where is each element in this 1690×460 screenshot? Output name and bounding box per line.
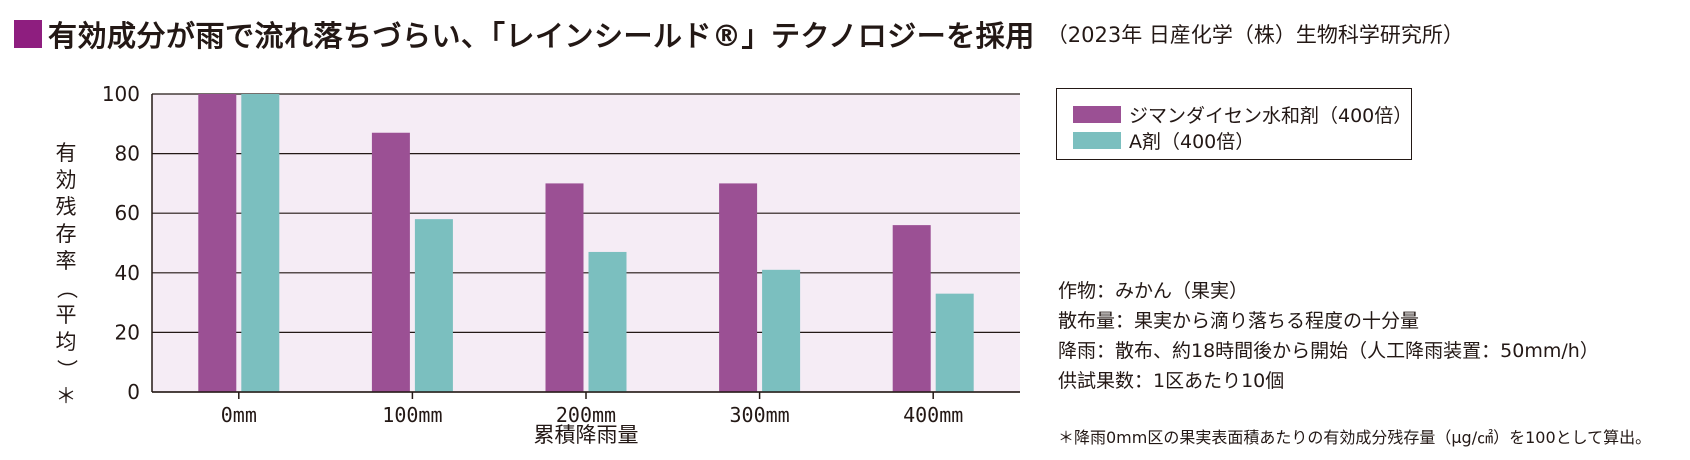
bar-series-1 xyxy=(371,132,410,393)
legend-swatch-series-1 xyxy=(1073,105,1121,123)
y-axis-label-char: 有 xyxy=(55,141,77,165)
plot-area xyxy=(152,94,1020,392)
y-tick-label: 80 xyxy=(115,142,140,166)
bar-series-2 xyxy=(762,269,801,392)
y-axis-label-char: ＊ xyxy=(55,384,77,408)
y-axis-label-char: 均 xyxy=(55,330,77,354)
y-axis-label-char: 率 xyxy=(55,249,77,273)
y-axis-label: 有効残存率 （ 平均 ） ＊ xyxy=(52,140,80,410)
x-axis-label: 累積降雨量 xyxy=(534,423,639,447)
chart-title: 有効成分が雨で流れ落ちづらい、「レインシールド®」テクノロジーを採用 （2023… xyxy=(14,14,1464,54)
chart-title-source: （2023年 日産化学（株）生物科学研究所） xyxy=(1046,23,1464,47)
y-axis-label-char: （ xyxy=(54,278,79,299)
x-tick-label: 300mm xyxy=(729,403,789,427)
y-tick-label: 60 xyxy=(115,201,140,225)
x-tick-label: 200mm xyxy=(556,403,616,427)
note-spray-amount: 散布量：果実から滴り落ちる程度の十分量 xyxy=(1058,310,1420,332)
y-axis-label-char: 効 xyxy=(55,168,77,192)
title-square-icon xyxy=(14,20,42,48)
legend-label-series-2: A剤（400倍） xyxy=(1129,130,1255,153)
y-tick-label: 40 xyxy=(115,261,140,285)
y-tick-label: 100 xyxy=(102,82,140,106)
bar-series-1 xyxy=(198,94,237,392)
legend-item-series-1: ジマンダイセン水和剤（400倍） xyxy=(1073,103,1413,127)
bar-series-2 xyxy=(588,251,627,392)
x-tick-label: 100mm xyxy=(382,403,442,427)
legend-item-series-2: A剤（400倍） xyxy=(1073,129,1255,153)
y-axis-label-char: 存 xyxy=(55,222,77,246)
chart-title-main: 有効成分が雨で流れ落ちづらい、「レインシールド®」テクノロジーを採用 xyxy=(48,19,1035,53)
bar-series-1 xyxy=(892,225,931,392)
note-sample-count: 供試果数：1区あたり10個 xyxy=(1058,370,1285,392)
legend: ジマンダイセン水和剤（400倍） A剤（400倍） xyxy=(1056,88,1412,160)
y-axis-label-char: ） xyxy=(54,359,79,380)
legend-swatch-series-2 xyxy=(1073,131,1121,149)
y-axis-label-char: 残 xyxy=(55,195,77,219)
note-crop: 作物：みかん（果実） xyxy=(1058,280,1249,302)
bar-series-1 xyxy=(719,183,758,392)
bar-series-2 xyxy=(935,293,974,392)
bar-series-1 xyxy=(545,183,584,392)
y-tick-label: 0 xyxy=(127,380,140,404)
bar-series-2 xyxy=(241,94,280,392)
bar-series-2 xyxy=(414,219,453,392)
y-tick-label: 20 xyxy=(115,320,140,344)
x-tick-label: 0mm xyxy=(221,403,257,427)
x-tick-label: 400mm xyxy=(903,403,963,427)
footnote: ＊降雨0mm区の果実表面積あたりの有効成分残存量（μg/㎠）を100として算出。 xyxy=(1058,428,1652,447)
y-axis-label-char: 平 xyxy=(55,303,77,327)
test-conditions: 作物：みかん（果実） 散布量：果実から滴り落ちる程度の十分量 降雨：散布、約18… xyxy=(1058,276,1599,396)
legend-label-series-1: ジマンダイセン水和剤（400倍） xyxy=(1129,104,1413,127)
note-rainfall: 降雨：散布、約18時間後から開始（人工降雨装置：50mm/h） xyxy=(1058,340,1599,362)
